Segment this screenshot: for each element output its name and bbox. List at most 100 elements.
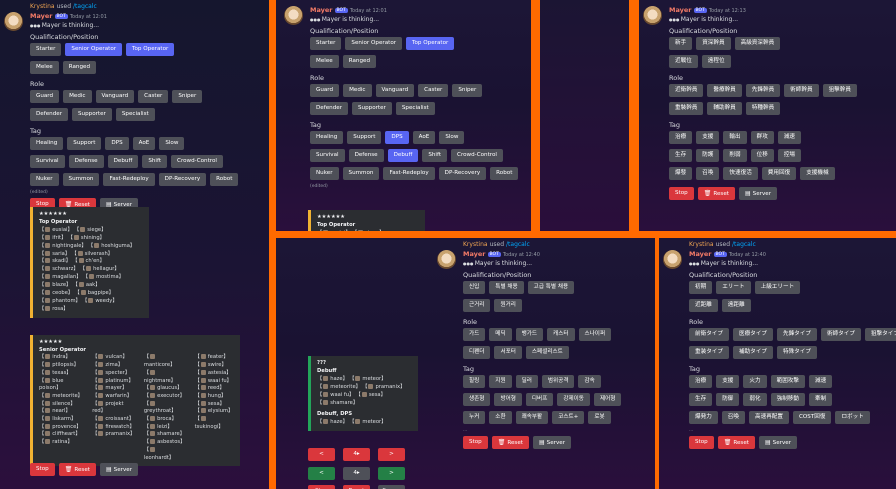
role-button[interactable]: Specialist — [115, 108, 155, 121]
server-button[interactable]: ▤ Server — [738, 187, 777, 200]
reset-button[interactable]: 🗑 Reset — [717, 436, 755, 449]
qualification-button[interactable]: 신입 — [463, 281, 486, 294]
role-button[interactable]: Vanguard — [375, 84, 415, 97]
tag-button[interactable]: Shift — [422, 149, 448, 162]
role-button[interactable]: 重装タイプ — [689, 346, 729, 359]
role-button[interactable]: 医療タイプ — [732, 328, 773, 341]
tag-button[interactable]: COST回復 — [792, 411, 832, 424]
tag-button[interactable]: Shift — [142, 155, 168, 168]
tag-button[interactable]: Crowd-Control — [171, 155, 223, 168]
tag-button[interactable]: Crowd-Control — [451, 149, 503, 162]
role-button[interactable]: 狙擊幹員 — [822, 84, 857, 97]
tag-button[interactable]: 爆發 — [669, 167, 693, 180]
qualification-button[interactable]: Top Operator — [126, 43, 175, 56]
qualification-button[interactable]: 上級エリート — [754, 281, 801, 294]
reply-command[interactable]: /tagcalc — [73, 3, 97, 10]
tag-button[interactable]: 소환 — [489, 411, 512, 424]
role-button[interactable]: Specialist — [395, 102, 435, 115]
tag-button[interactable]: 제어형 — [593, 393, 622, 406]
tag-button[interactable]: 生存 — [689, 393, 713, 406]
role-button[interactable]: 輔助幹員 — [707, 102, 742, 115]
tag-button[interactable]: Robot — [490, 167, 519, 180]
page-button[interactable]: 4▸ — [343, 448, 370, 461]
tag-button[interactable]: 딜러 — [515, 375, 538, 388]
avatar[interactable] — [437, 250, 456, 269]
qualification-button[interactable]: 근거리 — [463, 299, 491, 312]
qualification-button[interactable]: 遠距離 — [721, 299, 751, 312]
tag-button[interactable]: 누커 — [463, 411, 486, 424]
stop-button[interactable]: Stop — [689, 436, 714, 449]
role-button[interactable]: 뱅가드 — [515, 328, 544, 341]
tag-button[interactable]: 輸出 — [723, 131, 747, 144]
role-button[interactable]: Supporter — [352, 102, 392, 115]
qualification-button[interactable]: 원거리 — [494, 299, 522, 312]
tag-button[interactable]: Survival — [310, 149, 345, 162]
qualification-button[interactable]: 특별 채용 — [489, 281, 524, 294]
role-button[interactable]: 狙撃タイプ — [864, 328, 896, 341]
tag-button[interactable]: 弱化 — [743, 393, 767, 406]
tag-button[interactable]: 支援 — [696, 131, 720, 144]
tag-button[interactable]: 防御 — [716, 393, 740, 406]
role-button[interactable]: 先鋒幹員 — [745, 84, 781, 97]
role-button[interactable]: 重裝幹員 — [669, 102, 704, 115]
tag-button[interactable]: Slow — [439, 131, 465, 144]
role-button[interactable]: 디펜더 — [463, 346, 491, 359]
role-button[interactable]: 스페셜리스트 — [525, 346, 569, 359]
server-button[interactable]: ▤ Server — [532, 436, 571, 449]
reply-user[interactable]: Krystina — [689, 241, 714, 248]
page-button[interactable]: > — [378, 448, 405, 461]
bot-name[interactable]: Mayer — [30, 12, 53, 20]
tag-button[interactable]: 減速 — [809, 375, 833, 388]
tag-button[interactable]: 감속 — [578, 375, 601, 388]
tag-button[interactable]: DP-Recovery — [158, 173, 207, 186]
reply-command[interactable]: /tagcalc — [732, 241, 756, 248]
role-button[interactable]: 醫療幹員 — [707, 84, 742, 97]
qualification-button[interactable]: 高級資深幹員 — [734, 37, 781, 50]
role-button[interactable]: 先鋒タイプ — [776, 328, 817, 341]
qualification-button[interactable]: Top Operator — [406, 37, 455, 50]
tag-button[interactable]: Debuff — [107, 155, 139, 168]
tag-button[interactable]: Robot — [210, 173, 239, 186]
qualification-button[interactable]: Starter — [30, 43, 62, 56]
stop-button[interactable]: Stop — [669, 187, 694, 200]
role-button[interactable]: Defender — [30, 108, 68, 121]
qualification-button[interactable]: Ranged — [342, 55, 376, 68]
tag-button[interactable]: DP-Recovery — [438, 167, 487, 180]
role-button[interactable]: 서포터 — [494, 346, 522, 359]
tag-button[interactable]: 召喚 — [721, 411, 745, 424]
tag-button[interactable]: 高速再配置 — [749, 411, 789, 424]
qualification-button[interactable]: 近距離 — [689, 299, 718, 312]
tag-button[interactable]: Support — [347, 131, 382, 144]
role-button[interactable]: Medic — [343, 84, 372, 97]
bot-name[interactable]: Mayer — [463, 250, 486, 258]
tag-button[interactable]: 生存 — [669, 149, 693, 162]
tag-button[interactable]: 爆発力 — [689, 411, 718, 424]
tag-button[interactable]: Defense — [68, 155, 104, 168]
tag-button[interactable]: Slow — [159, 137, 185, 150]
tag-button[interactable]: 생존형 — [463, 393, 491, 406]
avatar[interactable] — [284, 6, 303, 25]
server-button[interactable]: ▤ Server — [758, 436, 797, 449]
tag-button[interactable]: 지원 — [489, 375, 512, 388]
page-button[interactable]: < — [308, 448, 335, 461]
role-button[interactable]: 特種幹員 — [745, 102, 781, 115]
qualification-button[interactable]: 新手 — [669, 37, 693, 50]
tag-button[interactable]: 힐링 — [463, 375, 486, 388]
role-button[interactable]: 術師タイプ — [820, 328, 861, 341]
avatar[interactable] — [663, 250, 682, 269]
role-button[interactable]: Sniper — [172, 90, 203, 103]
bot-name[interactable]: Mayer — [310, 6, 333, 14]
qualification-button[interactable]: エリート — [716, 281, 751, 294]
tag-button[interactable]: Defense — [348, 149, 384, 162]
tag-button[interactable]: Debuff — [387, 149, 419, 162]
tag-button[interactable]: 火力 — [743, 375, 767, 388]
bot-name[interactable]: Mayer — [689, 250, 712, 258]
qualification-button[interactable]: 初期 — [689, 281, 713, 294]
tag-button[interactable]: 治療 — [669, 131, 693, 144]
tag-button[interactable]: Nuker — [30, 173, 59, 186]
tag-button[interactable]: 쾌속부활 — [515, 411, 549, 424]
page-button[interactable]: < — [308, 467, 335, 480]
tag-button[interactable]: ロボット — [835, 411, 870, 424]
tag-button[interactable]: DPS — [105, 137, 129, 150]
role-button[interactable]: Supporter — [72, 108, 112, 121]
